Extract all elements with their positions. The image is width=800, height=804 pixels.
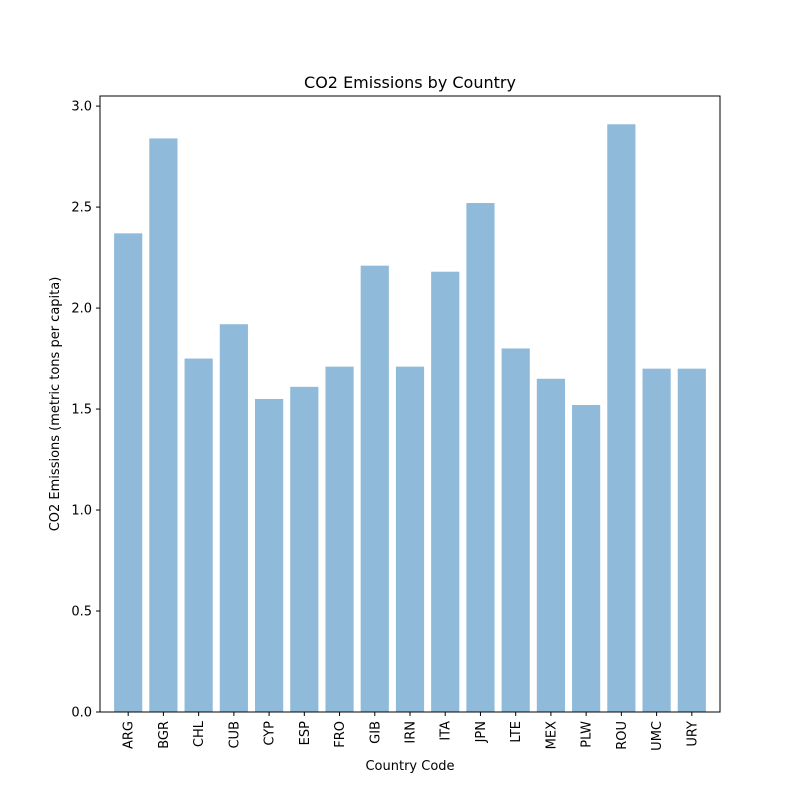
bar-cub [219,324,248,712]
x-tick-label-bgr: BGR [157,721,172,749]
x-tick-label-lte: LTE [509,721,524,743]
bar-umc [642,368,671,712]
y-tick-label: 1.5 [71,403,92,418]
bar-ita [431,271,460,712]
x-tick-label-fro: FRO [333,721,348,748]
x-tick-label-gib: GIB [368,721,383,744]
x-tick-label-mex: MEX [544,721,559,749]
bar-jpn [466,203,495,713]
bar-chl [184,358,213,712]
x-tick-label-plw: PLW [580,721,595,748]
x-tick-label-chl: CHL [192,720,207,747]
y-tick-label: 2.0 [71,302,92,317]
y-tick-label: 3.0 [71,100,92,115]
y-axis-label: CO2 Emissions (metric tons per capita) [48,277,63,532]
x-tick-label-irn: IRN [404,721,419,744]
x-tick-label-cub: CUB [227,721,242,749]
bar-irn [395,366,425,712]
x-axis-label: Country Code [365,759,454,774]
x-tick-label-jpn: JPN [474,721,489,743]
y-tick-label: 1.0 [71,504,92,519]
x-tick-label-umc: UMC [650,721,665,751]
bars-layer [114,124,706,713]
bar-ury [677,368,706,712]
x-tick-label-cyp: CYP [263,721,278,746]
bar-mex [536,378,565,712]
bar-gib [360,265,389,712]
bar-rou [607,124,636,713]
y-tick-label: 0.5 [71,605,92,620]
bar-bgr [149,138,178,713]
x-tick-label-rou: ROU [615,721,630,750]
bar-esp [290,386,319,712]
x-tick-label-esp: ESP [298,721,313,745]
x-tick-label-arg: ARG [122,721,137,749]
bar-arg [114,233,143,712]
bar-plw [572,405,601,712]
chart-title: CO2 Emissions by Country [304,73,516,92]
y-ticks: 0.0 0.5 1.0 1.5 2.0 2.5 3.0 [71,100,100,721]
plot-area-frame [99,95,721,713]
x-tick-label-ita: ITA [439,721,454,741]
y-tick-label: 0.0 [71,706,92,721]
bar-cyp [255,398,284,712]
x-ticks: ARG BGR CHL CUB CYP ESP FRO GIB IRN ITA JPN LTE MEX P… [122,712,700,751]
bar-fro [325,366,354,712]
y-tick-label: 2.5 [71,201,92,216]
x-tick-label-ury: URY [685,721,700,747]
bar-lte [501,348,530,712]
